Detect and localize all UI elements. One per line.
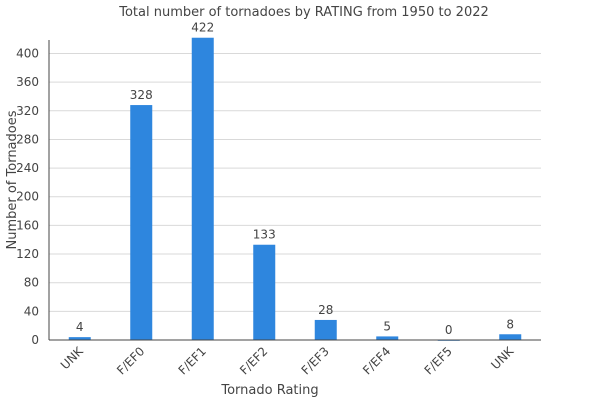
y-tick-label: 80	[24, 276, 39, 290]
chart-title: Total number of tornadoes by RATING from…	[118, 5, 489, 20]
x-axis-label: Tornado Rating	[220, 383, 318, 398]
x-tick-label: F/EF4	[360, 344, 393, 377]
y-tick-label: 360	[16, 75, 39, 89]
data-label: 28	[318, 303, 333, 317]
y-tick-label: 280	[16, 132, 39, 146]
y-tick-label: 200	[16, 190, 39, 204]
x-tick-label: UNK	[488, 343, 517, 372]
bar	[376, 336, 399, 340]
data-label: 5	[383, 319, 391, 333]
gridlines	[49, 52, 541, 312]
data-label: 8	[506, 317, 514, 331]
x-tick-label: F/EF3	[299, 344, 332, 377]
data-labels: 4 328 422 133 28 5 0 8	[76, 21, 514, 337]
bar	[314, 319, 337, 340]
y-tick-label: 40	[24, 304, 39, 318]
y-tick-label: 240	[16, 161, 39, 175]
y-tick-label: 120	[16, 247, 39, 261]
x-tick-label: F/EF1	[176, 344, 209, 377]
bar	[68, 337, 91, 340]
bar	[499, 334, 522, 340]
data-label: 133	[253, 228, 276, 242]
y-tick-label: 0	[31, 333, 39, 347]
data-label: 4	[76, 320, 84, 334]
data-label: 328	[130, 88, 153, 102]
data-label: 0	[445, 323, 453, 337]
y-axis-label: Number of Tornadoes	[5, 110, 20, 249]
y-tick-label: 160	[16, 218, 39, 232]
bar	[191, 37, 214, 341]
x-tick-label: F/EF2	[237, 344, 270, 377]
bar	[253, 244, 276, 340]
x-tick-label: UNK	[58, 343, 87, 372]
y-tick-label: 400	[16, 46, 39, 60]
x-tick-label: F/EF5	[422, 344, 455, 377]
bars	[68, 37, 522, 341]
y-tick-labels: 0 40 80 120 160 200 240 280 320 360 400	[16, 46, 39, 347]
x-tick-labels: UNK F/EF0 F/EF1 F/EF2 F/EF3 F/EF4 F/EF5 UNK	[58, 343, 517, 377]
x-tick-label: F/EF0	[114, 344, 147, 377]
data-label: 422	[191, 21, 214, 35]
y-tick-label: 320	[16, 104, 39, 118]
bar	[130, 105, 153, 341]
